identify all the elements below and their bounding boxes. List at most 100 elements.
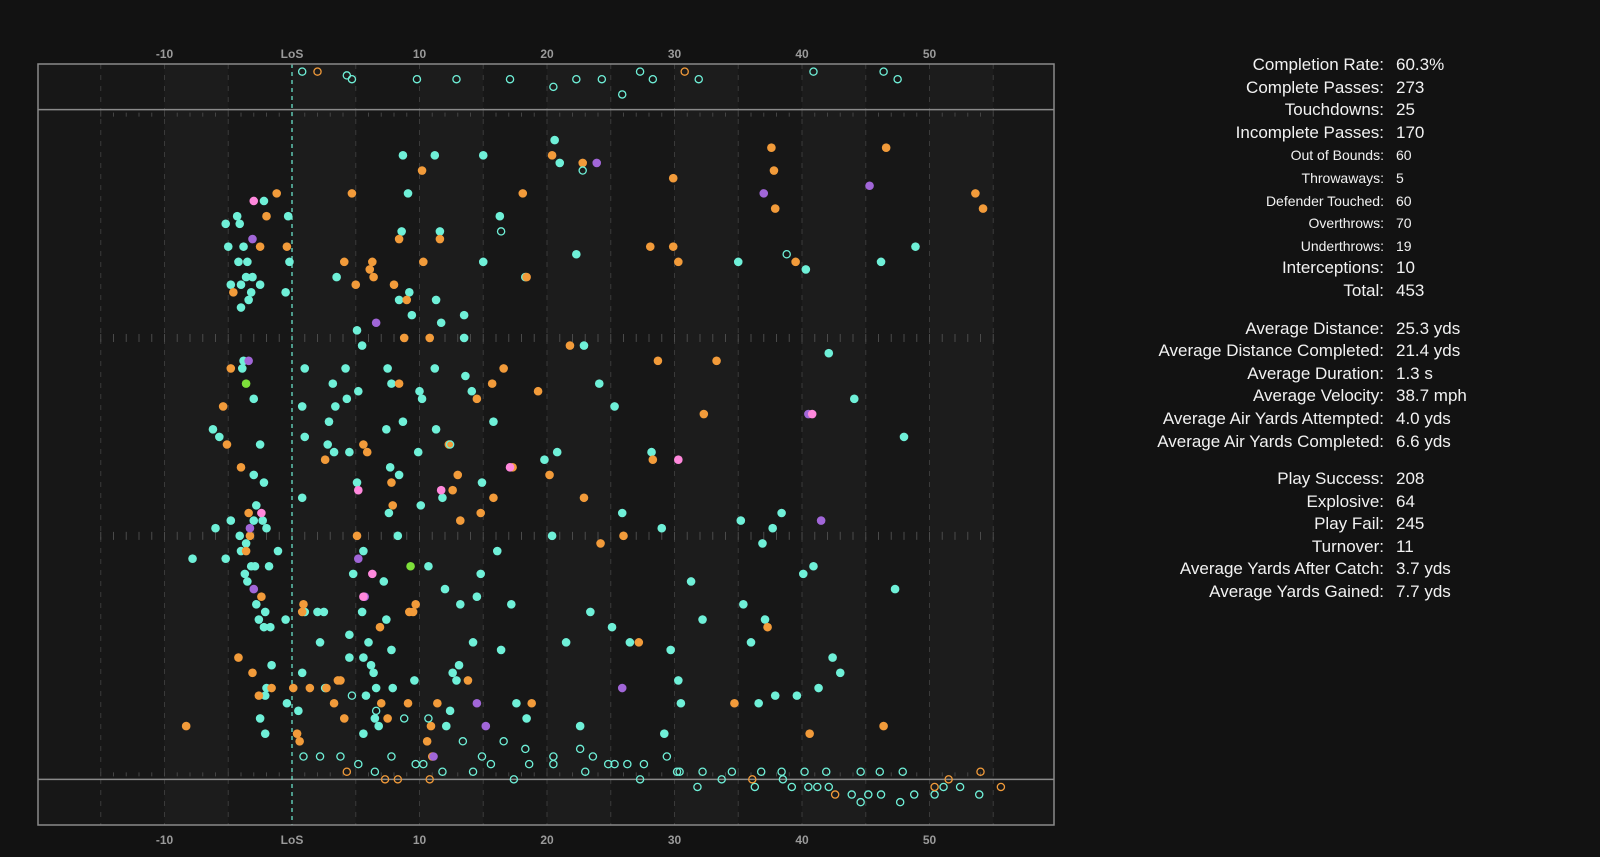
pass-marker-hollow [778,775,788,784]
pass-marker [257,508,266,518]
top-axis: -10 LoS 10 20 30 40 50 [156,47,937,61]
stat-row: Complete Passes: 273 [1100,77,1560,100]
pass-marker [405,288,414,297]
pass-marker-hollow [578,166,587,175]
pass-marker [489,493,498,503]
top-tick-label: -10 [156,47,174,61]
pass-marker [249,516,259,525]
pass-marker [398,417,408,426]
pass-marker [387,645,396,655]
distance-stats: Average Distance: 25.3 yds Average Distanc… [1100,318,1560,454]
pass-marker [295,736,304,746]
pass-marker [440,584,450,594]
pass-marker [579,341,589,350]
pass-marker-hollow [694,74,703,84]
stat-label: Complete Passes: [1246,77,1384,97]
pass-marker [382,615,391,624]
pass-marker [478,151,488,160]
pass-marker [561,638,571,647]
stat-value: 245 [1396,514,1425,534]
pass-marker [292,729,302,738]
pass-marker [433,698,442,708]
pass-marker [686,577,696,586]
pass-marker-hollow [909,790,919,799]
pass-marker [249,470,259,480]
pass-marker-hollow [893,74,902,84]
pass-marker-hollow [505,74,515,84]
pass-marker [666,645,675,655]
pass-marker [239,242,248,251]
pass-marker-hollow [549,82,558,92]
pass-marker [368,569,377,579]
pass-marker-hollow [524,759,534,769]
pass-marker [733,257,743,267]
stat-label: Average Air Yards Attempted: [1162,408,1384,428]
pass-marker [496,645,506,655]
pass-marker [911,242,920,251]
pass-marker [798,569,808,579]
pass-marker [452,676,461,685]
pass-marker [324,417,334,426]
frame-border [37,63,1055,826]
stat-row: Interceptions: 10 [1100,257,1560,280]
pass-marker-hollow [782,249,791,259]
pass-marker [777,508,786,518]
pass-marker [495,211,505,221]
pass-marker [429,752,438,761]
stat-label: Average Yards After Catch: [1179,559,1384,579]
pass-marker-hollow [603,759,613,769]
pass-marker [472,394,482,404]
pass-marker-hollow [342,767,352,776]
pass-marker [899,432,909,442]
pass-marker [552,447,562,457]
pass-marker [260,607,270,617]
stat-value: 6.6 yds [1396,431,1451,451]
pass-marker-hollow [424,714,433,723]
pass-marker [332,272,341,282]
pass-marker [653,356,663,366]
pass-marker [354,485,363,495]
pass-marker [809,561,818,571]
pass-marker [341,364,350,373]
stat-row: Average Air Yards Completed: 6.6 yds [1100,431,1560,454]
pass-marker [260,729,270,738]
stat-label: Incomplete Passes: [1235,122,1384,142]
pass-marker [699,409,709,419]
pass-marker-hollow [370,767,380,776]
top-tick-label: LoS [281,47,304,61]
stat-row: Throwaways: 5 [1100,167,1560,190]
pass-marker [768,523,777,533]
pass-marker-hollow [809,67,818,76]
pass-marker [262,211,271,221]
stat-value: 70 [1396,215,1412,232]
pass-marker [578,158,587,168]
pass-marker [698,615,707,624]
pass-marker [319,607,329,617]
bottom-tick-label: 30 [668,833,682,847]
pass-marker-hollow [315,752,325,761]
pass-marker [342,394,352,404]
pass-marker-hollow [662,752,672,761]
pass-marker-hollow [895,797,905,807]
pass-marker [547,531,557,541]
top-tick-label: 20 [540,47,554,61]
pass-marker [255,440,265,449]
stat-label: Play Fail: [1314,514,1384,534]
pass-marker [648,455,658,465]
pass-marker [387,379,396,388]
pass-marker [181,721,191,731]
pass-marker [283,211,293,221]
pass-marker [436,485,446,495]
stat-label: Average Distance: [1245,318,1384,338]
stat-label: Interceptions: [1281,258,1384,278]
pass-marker-hollow [813,782,822,792]
pass-marker [215,432,224,442]
pass-marker [359,729,368,738]
pass-marker [260,691,270,700]
pass-marker [522,272,531,282]
pass-marker [978,204,988,213]
pass-marker-hollow [380,775,390,784]
stat-row: Average Distance: 25.3 yds [1100,318,1560,341]
pass-marker [354,386,363,396]
pass-marker [441,721,451,731]
